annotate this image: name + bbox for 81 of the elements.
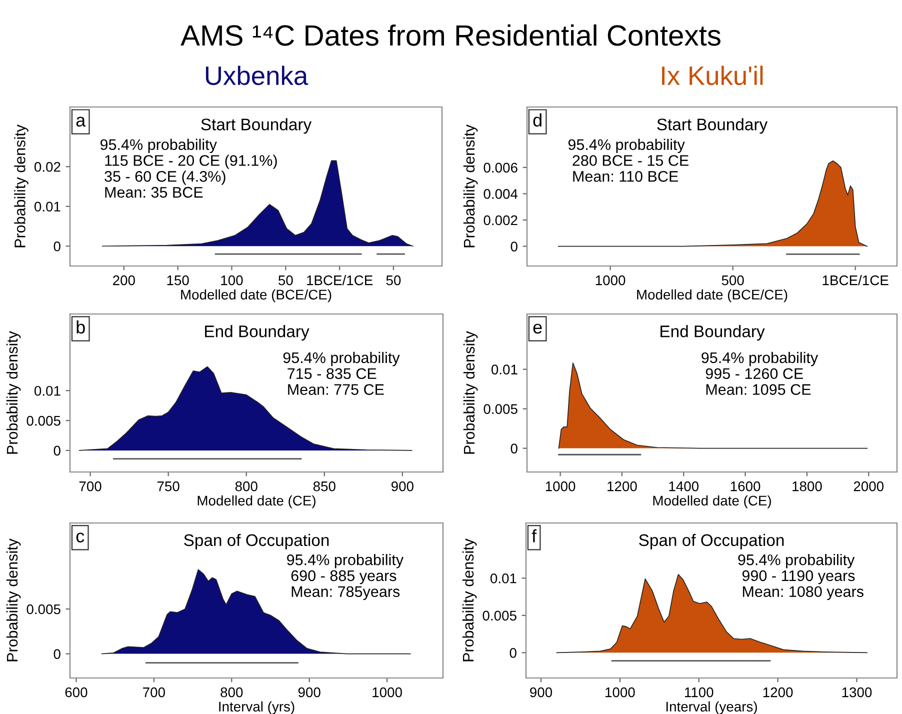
y-axis-title: Probability density <box>463 331 478 454</box>
y-tick-label: 0.006 <box>484 162 518 173</box>
text: End Boundary <box>660 325 765 341</box>
x-tick-label: 1600 <box>730 481 760 492</box>
y-tick-label: 0.01 <box>34 202 60 212</box>
y-tick-label: 0 <box>510 648 516 658</box>
x-axis-title: Interval (years) <box>666 701 757 714</box>
x-tick-label: 1400 <box>669 481 699 492</box>
y-axis-title: Probability density <box>6 331 21 454</box>
x-tick-label: 800 <box>235 481 258 492</box>
x-tick-label: 900 <box>298 687 320 698</box>
y-tick-label: 0 <box>54 649 60 659</box>
annotation: f <box>532 529 537 542</box>
y-axis-title: Probability density <box>6 538 21 662</box>
annotation: a <box>76 116 86 127</box>
annotation: 95.4% probability 690 - 885 years Mean: 785years <box>287 554 404 600</box>
text: End Boundary <box>205 325 310 341</box>
x-tick-label: 1300 <box>842 687 872 698</box>
y-tick-label: 0.005 <box>484 404 518 414</box>
x-tick-label: 1100 <box>684 687 714 698</box>
y-tick-label: 0.02 <box>34 162 60 172</box>
y-tick-label: 0 <box>54 446 60 456</box>
x-tick-label: 700 <box>143 687 165 698</box>
annotation: d <box>533 113 542 127</box>
y-tick-label: 0.01 <box>491 364 518 374</box>
x-tick-label: 800 <box>220 687 243 698</box>
x-tick-label: 1BCE/1CE <box>307 275 373 286</box>
x-tick-label: 1800 <box>792 481 822 492</box>
x-tick-label: 1000 <box>372 687 402 698</box>
x-tick-label: 1BCE/1CE <box>822 275 888 286</box>
x-tick-label: 2000 <box>854 481 884 492</box>
x-tick-label: 50 <box>386 275 401 286</box>
annotation: e <box>533 324 542 334</box>
annotation: 95.4% probability 990 - 1190 years Mean: 1080 years <box>738 554 864 600</box>
x-tick-label: 100 <box>221 275 243 286</box>
y-tick-label: 0.004 <box>484 189 518 199</box>
y-axis-title: Probability density <box>463 124 478 248</box>
text: Span of Occupation <box>184 534 329 550</box>
annotation: 95.4% probability 715 - 835 CE Mean: 775 CE <box>283 352 400 395</box>
x-axis-title: Modelled date (CE) <box>198 495 316 508</box>
x-tick-label: 500 <box>722 275 744 286</box>
x-tick-label: 1200 <box>763 687 793 698</box>
text: AMS ¹⁴C Dates from Residential Contexts <box>180 24 720 46</box>
x-tick-label: 750 <box>157 481 180 492</box>
y-tick-label: 0.005 <box>26 604 60 614</box>
y-tick-label: 0 <box>54 241 60 252</box>
chart-title: Ix Kuku'il <box>662 66 763 86</box>
x-tick-label: 850 <box>313 481 336 492</box>
x-tick-label: 900 <box>391 481 414 492</box>
x-axis-title: Modelled date (BCE/CE) <box>181 289 332 302</box>
text: Start Boundary <box>201 118 312 134</box>
x-tick-label: 50 <box>278 275 293 286</box>
text: Span of Occupation <box>639 534 784 550</box>
annotation: 95.4% probability 280 BCE - 15 CE Mean: 110 BCE <box>568 138 688 182</box>
y-axis-title: Probability density <box>462 538 477 662</box>
y-tick-label: 0.002 <box>484 215 518 226</box>
y-tick-label: 0.005 <box>482 610 516 621</box>
x-tick-label: 900 <box>530 687 552 698</box>
annotation: c <box>76 532 84 542</box>
y-tick-label: 0 <box>510 242 518 252</box>
x-tick-label: 1000 <box>606 687 635 698</box>
text: Start Boundary <box>657 118 768 134</box>
x-axis-title: Interval (yrs) <box>219 701 294 714</box>
x-tick-label: 1000 <box>596 275 626 286</box>
chart-title: Uxbenka <box>206 66 308 86</box>
x-axis-title: Modelled date (CE) <box>653 495 771 508</box>
x-axis-title: Modelled date (BCE/CE) <box>637 289 788 302</box>
annotation: 95.4% probability 115 BCE - 20 CE (91.1%) 35 - 60 CE (4.3%) Mean: 35 BCE <box>100 138 277 198</box>
y-tick-label: 0.01 <box>490 573 516 584</box>
annotation: 95.4% probability 995 - 1260 CE Mean: 1095 CE <box>702 352 818 395</box>
x-tick-label: 600 <box>65 687 88 698</box>
x-tick-label: 700 <box>79 481 102 492</box>
x-tick-label: 200 <box>113 275 135 286</box>
y-axis-title: Probability density <box>14 124 28 248</box>
annotation: b <box>76 320 85 334</box>
y-tick-label: 0.01 <box>34 386 60 396</box>
x-tick-label: 1200 <box>608 481 637 492</box>
y-tick-label: 0 <box>510 444 518 454</box>
y-tick-label: 0.005 <box>26 416 60 426</box>
x-tick-label: 150 <box>167 275 189 286</box>
x-tick-label: 1000 <box>546 481 576 492</box>
